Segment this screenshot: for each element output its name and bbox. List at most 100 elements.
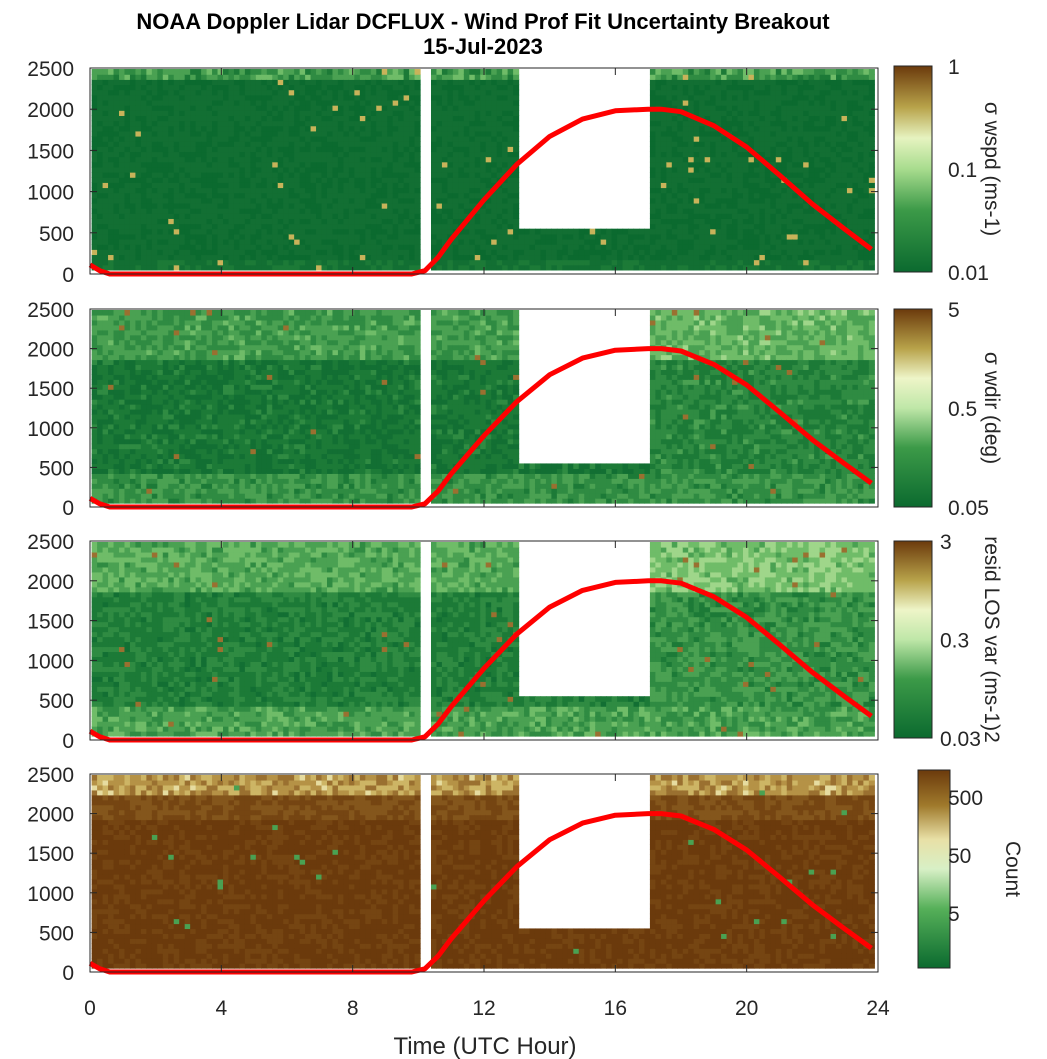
heatmap-cell — [228, 146, 234, 152]
heatmap-cell — [103, 126, 109, 132]
heatmap-cell — [135, 239, 141, 245]
heatmap-cell — [294, 254, 300, 260]
heatmap-cell — [114, 193, 120, 199]
heatmap-cell — [491, 265, 497, 271]
heatmap-cell — [272, 136, 278, 142]
heatmap-cell — [354, 90, 360, 96]
heatmap-cell — [157, 105, 163, 111]
heatmap-cell — [261, 115, 267, 121]
heatmap-cell — [343, 105, 349, 111]
heatmap-cell — [250, 249, 256, 255]
heatmap-cell — [354, 74, 360, 80]
heatmap-cell — [415, 151, 421, 157]
heatmap-cell — [447, 141, 453, 147]
heatmap-cell — [239, 224, 245, 230]
heatmap-cell — [327, 162, 333, 168]
heatmap-cell — [349, 167, 355, 173]
heatmap-cell — [218, 177, 224, 183]
heatmap-cell — [278, 234, 284, 240]
heatmap-cell — [294, 136, 300, 142]
heatmap-cell — [92, 84, 98, 90]
heatmap-cell — [124, 213, 130, 219]
heatmap-cell — [283, 213, 289, 219]
heatmap-cell — [185, 177, 191, 183]
heatmap-cell — [289, 249, 295, 255]
heatmap-cell — [234, 203, 240, 209]
heatmap-cell — [272, 218, 278, 224]
heatmap-cell — [228, 187, 234, 193]
heatmap-cell — [267, 157, 273, 163]
heatmap-cell — [371, 162, 377, 168]
heatmap-cell — [179, 244, 185, 250]
heatmap-cell — [190, 193, 196, 199]
heatmap-cell — [179, 249, 185, 255]
heatmap-cell — [415, 74, 421, 80]
heatmap-cell — [354, 198, 360, 204]
heatmap-cell — [322, 260, 328, 266]
heatmap-cell — [382, 244, 388, 250]
heatmap-cell — [294, 84, 300, 90]
heatmap-cell — [196, 84, 202, 90]
heatmap-cell — [382, 90, 388, 96]
heatmap-cell — [464, 265, 470, 271]
heatmap-cell — [382, 131, 388, 137]
heatmap-cell — [152, 105, 158, 111]
heatmap-cell — [239, 260, 245, 266]
heatmap-cell — [300, 90, 306, 96]
heatmap-cell — [218, 141, 224, 147]
heatmap-cell — [168, 239, 174, 245]
heatmap-cell — [97, 172, 103, 178]
heatmap-cell — [404, 84, 410, 90]
heatmap-cell — [409, 131, 415, 137]
heatmap-cell — [92, 234, 98, 240]
heatmap-cell — [382, 115, 388, 121]
heatmap-cell — [283, 224, 289, 230]
heatmap-cell — [338, 187, 344, 193]
heatmap-cell — [141, 115, 147, 121]
heatmap-cell — [92, 229, 98, 235]
heatmap-cell — [464, 74, 470, 80]
heatmap-cell — [311, 249, 317, 255]
heatmap-cell — [185, 162, 191, 168]
heatmap-cell — [201, 244, 207, 250]
heatmap-cell — [223, 208, 229, 214]
heatmap-cell — [179, 208, 185, 214]
heatmap-cell — [196, 69, 202, 75]
heatmap-cell — [431, 187, 437, 193]
heatmap-cell — [332, 249, 338, 255]
heatmap-cell — [272, 203, 278, 209]
heatmap-cell — [114, 224, 120, 230]
heatmap-cell — [108, 84, 114, 90]
heatmap-cell — [278, 74, 284, 80]
heatmap-cell — [332, 193, 338, 199]
heatmap-cell — [409, 84, 415, 90]
heatmap-cell — [283, 172, 289, 178]
heatmap-cell — [108, 151, 114, 157]
heatmap-cell — [442, 105, 448, 111]
heatmap-cell — [409, 151, 415, 157]
heatmap-cell — [415, 187, 421, 193]
heatmap-cell — [294, 90, 300, 96]
heatmap-cell — [415, 203, 421, 209]
heatmap-cell — [294, 229, 300, 235]
heatmap-cell — [168, 265, 174, 271]
heatmap-cell — [256, 90, 262, 96]
heatmap-cell — [185, 157, 191, 163]
heatmap-cell — [234, 100, 240, 106]
heatmap-cell — [92, 193, 98, 199]
heatmap-cell — [261, 234, 267, 240]
heatmap-cell — [486, 84, 492, 90]
heatmap-cell — [135, 74, 141, 80]
heatmap-cell — [409, 249, 415, 255]
heatmap-cell — [431, 100, 437, 106]
heatmap-cell — [201, 249, 207, 255]
heatmap-cell — [415, 254, 421, 260]
heatmap-cell — [409, 110, 415, 116]
heatmap-cell — [398, 84, 404, 90]
heatmap-cell — [179, 74, 185, 80]
heatmap-cell — [365, 136, 371, 142]
heatmap-cell — [316, 182, 322, 188]
heatmap-cell — [404, 203, 410, 209]
heatmap-cell — [103, 100, 109, 106]
heatmap-cell — [371, 213, 377, 219]
